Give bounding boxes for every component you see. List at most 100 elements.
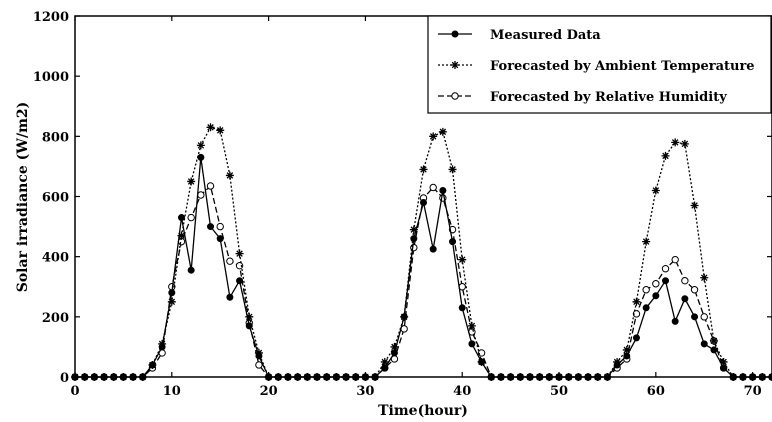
data-point xyxy=(119,373,127,381)
data-point xyxy=(739,373,747,381)
data-point xyxy=(187,177,196,186)
data-point xyxy=(622,345,631,354)
data-point xyxy=(555,373,563,381)
x-tick-label: 40 xyxy=(453,384,471,399)
x-tick-label: 10 xyxy=(163,384,181,399)
data-point xyxy=(458,255,467,264)
data-point xyxy=(681,295,689,303)
data-point xyxy=(632,297,641,306)
data-point xyxy=(662,277,670,285)
y-tick-label: 1200 xyxy=(33,10,69,25)
data-point xyxy=(661,265,670,273)
data-point xyxy=(691,313,699,321)
data-point xyxy=(642,286,650,294)
data-point xyxy=(478,358,486,366)
data-point xyxy=(206,182,215,190)
data-point xyxy=(632,334,640,342)
data-point xyxy=(468,340,476,348)
x-tick-label: 60 xyxy=(647,384,665,399)
data-point xyxy=(690,201,699,210)
legend-label: Measured Data xyxy=(490,28,601,43)
y-tick-label: 1000 xyxy=(33,70,69,85)
data-point xyxy=(410,235,418,243)
data-point xyxy=(652,280,660,288)
data-point xyxy=(603,373,611,381)
data-point xyxy=(642,237,651,246)
data-point xyxy=(216,126,225,135)
data-point xyxy=(661,151,670,160)
data-point xyxy=(197,153,205,161)
data-point xyxy=(420,199,427,207)
data-point xyxy=(467,321,476,330)
legend-marker xyxy=(451,61,459,69)
data-point xyxy=(361,373,369,381)
y-tick-label: 600 xyxy=(42,191,69,206)
data-point xyxy=(110,373,118,381)
y-tick-label: 800 xyxy=(42,130,69,145)
data-point xyxy=(187,213,195,222)
data-point xyxy=(545,373,553,381)
data-point xyxy=(380,357,389,366)
legend-box xyxy=(427,15,772,114)
data-point xyxy=(400,313,408,321)
legend-items: Measured Data Forecasted by Ambient Tempe… xyxy=(438,28,755,105)
data-point xyxy=(255,361,263,369)
series-1 xyxy=(71,123,772,381)
data-point xyxy=(177,214,185,222)
series xyxy=(71,123,772,381)
legend-label: Forecasted by Relative Humidity xyxy=(490,90,727,105)
data-point xyxy=(419,165,428,174)
data-point xyxy=(158,343,166,351)
x-tick-label: 0 xyxy=(70,384,79,399)
data-point xyxy=(526,373,534,381)
legend-item: Measured Data xyxy=(438,28,601,43)
data-point xyxy=(749,373,757,381)
data-point xyxy=(90,373,98,381)
data-point xyxy=(167,297,176,306)
legend-item: Forecasted by Ambient Temperature xyxy=(438,59,755,74)
data-point xyxy=(342,373,350,381)
x-tick-label: 30 xyxy=(356,384,374,399)
data-point xyxy=(226,257,234,265)
data-point xyxy=(516,373,524,381)
data-point xyxy=(719,357,728,366)
data-point xyxy=(642,304,650,312)
data-point xyxy=(700,313,708,321)
data-point xyxy=(700,273,709,282)
data-point xyxy=(700,340,708,348)
data-point xyxy=(438,127,447,136)
data-point xyxy=(623,352,631,360)
data-point xyxy=(409,225,418,234)
x-axis-label: Time(hour) xyxy=(378,403,468,419)
x-tick-label: 70 xyxy=(744,384,762,399)
data-point xyxy=(187,266,195,274)
data-point xyxy=(710,346,718,354)
data-point xyxy=(671,317,679,325)
data-point xyxy=(235,249,244,258)
legend-item: Forecasted by Relative Humidity xyxy=(438,90,727,105)
data-point xyxy=(390,349,398,357)
data-point xyxy=(429,132,438,141)
data-point xyxy=(148,361,156,369)
data-point xyxy=(352,373,360,381)
data-point xyxy=(536,373,544,381)
data-point xyxy=(651,186,660,195)
data-point xyxy=(449,238,457,246)
data-point xyxy=(225,171,234,180)
data-point xyxy=(129,373,137,381)
data-point xyxy=(71,373,79,381)
data-point xyxy=(284,373,292,381)
x-tick-label: 50 xyxy=(550,384,568,399)
x-tick-label: 20 xyxy=(260,384,278,399)
data-point xyxy=(196,141,205,150)
data-point xyxy=(197,191,205,199)
data-point xyxy=(613,361,621,369)
data-point xyxy=(216,222,224,231)
data-point xyxy=(332,373,340,381)
y-tick-label: 200 xyxy=(42,311,69,326)
data-point xyxy=(720,364,728,372)
series-0 xyxy=(71,153,772,381)
data-point xyxy=(81,373,89,381)
data-point xyxy=(632,310,641,318)
data-point xyxy=(574,373,582,381)
